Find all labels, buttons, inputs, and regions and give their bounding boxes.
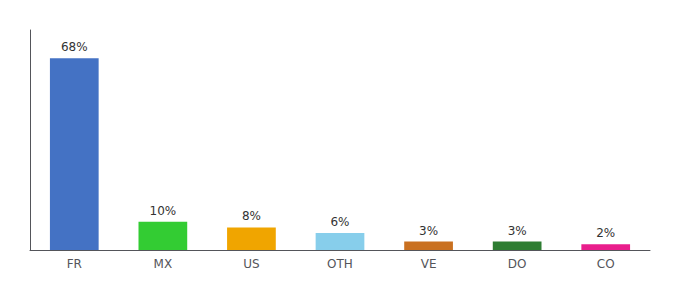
svg-text:3%: 3%: [419, 224, 438, 238]
svg-text:3%: 3%: [508, 224, 527, 238]
svg-text:OTH: OTH: [327, 257, 353, 271]
svg-text:VE: VE: [421, 257, 437, 271]
svg-text:FR: FR: [67, 257, 82, 271]
svg-text:6%: 6%: [330, 215, 349, 229]
svg-text:68%: 68%: [61, 40, 88, 54]
svg-text:US: US: [243, 257, 259, 271]
svg-text:CO: CO: [597, 257, 615, 271]
svg-text:2%: 2%: [596, 226, 615, 240]
svg-text:MX: MX: [154, 257, 173, 271]
svg-text:8%: 8%: [242, 209, 261, 223]
svg-text:DO: DO: [508, 257, 527, 271]
svg-text:10%: 10%: [150, 204, 177, 218]
